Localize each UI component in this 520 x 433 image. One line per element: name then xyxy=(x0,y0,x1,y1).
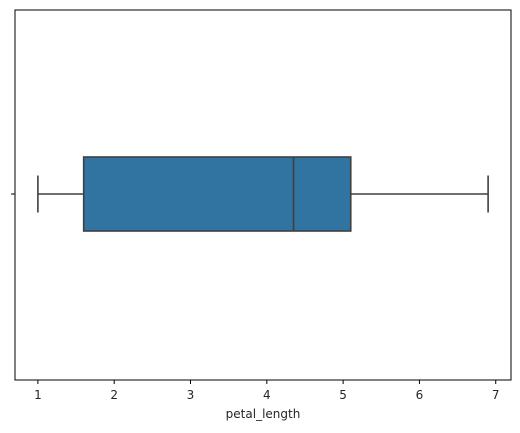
x-tick-label: 6 xyxy=(416,388,424,402)
x-tick-label: 5 xyxy=(339,388,347,402)
box-element xyxy=(37,156,489,232)
iqr-box xyxy=(82,156,352,232)
x-axis-label: petal_length xyxy=(226,407,301,421)
x-tick-label: 3 xyxy=(187,388,195,402)
x-axis-ticks: 1 2 3 4 5 6 7 xyxy=(34,380,500,402)
x-tick-label: 4 xyxy=(263,388,271,402)
x-tick-label: 2 xyxy=(110,388,118,402)
x-tick-label: 7 xyxy=(492,388,500,402)
x-tick-label: 1 xyxy=(34,388,42,402)
